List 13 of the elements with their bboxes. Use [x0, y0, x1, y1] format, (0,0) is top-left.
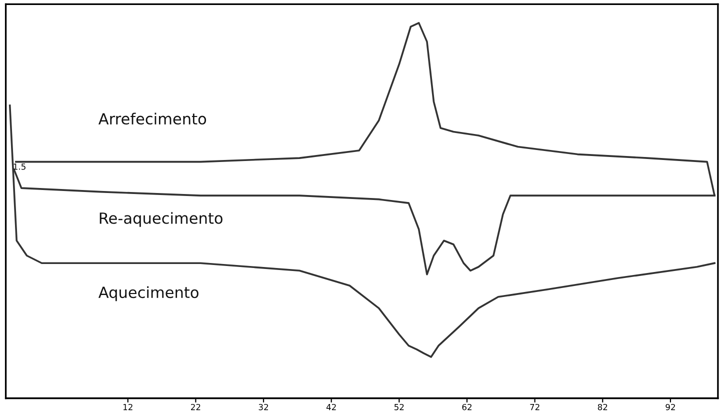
x-tick-label: 42 — [326, 404, 336, 410]
x-tick-label: 82 — [598, 404, 608, 410]
x-tick-label: 62 — [462, 404, 472, 410]
series-label: Aquecimento — [98, 286, 198, 302]
x-tick-label: 12 — [123, 404, 132, 410]
x-tick-label: 32 — [258, 404, 268, 410]
x-tick-label: 52 — [394, 404, 404, 410]
x-tick-label: 92 — [666, 404, 675, 410]
x-tick-label: 72 — [530, 404, 540, 410]
x-tick-label: 22 — [191, 404, 200, 410]
annotation: 1.5 — [14, 164, 26, 170]
text: Arrefecimento — [98, 112, 206, 125]
series-label: Re-aquecimento — [100, 212, 222, 227]
